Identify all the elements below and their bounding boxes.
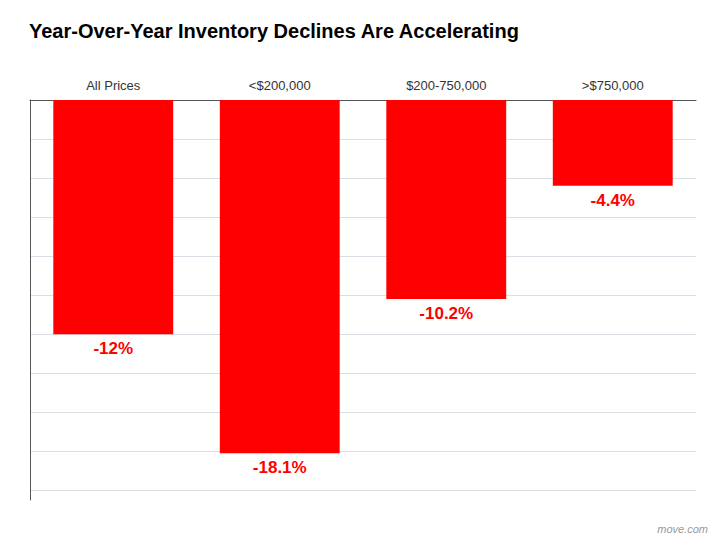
svg-text:<$200,000: <$200,000 [249, 78, 311, 93]
svg-text:Year-Over-Year Inventory Decli: Year-Over-Year Inventory Declines Are Ac… [29, 20, 519, 42]
svg-text:-10.2%: -10.2% [419, 304, 473, 323]
svg-text:-18.1%: -18.1% [253, 458, 307, 477]
svg-text:-12%: -12% [93, 339, 133, 358]
svg-text:All Prices: All Prices [86, 78, 141, 93]
svg-text:-4.4%: -4.4% [591, 191, 635, 210]
svg-text:move.com: move.com [657, 523, 708, 535]
svg-text:>$750,000: >$750,000 [582, 78, 644, 93]
svg-text:$200-750,000: $200-750,000 [406, 78, 486, 93]
